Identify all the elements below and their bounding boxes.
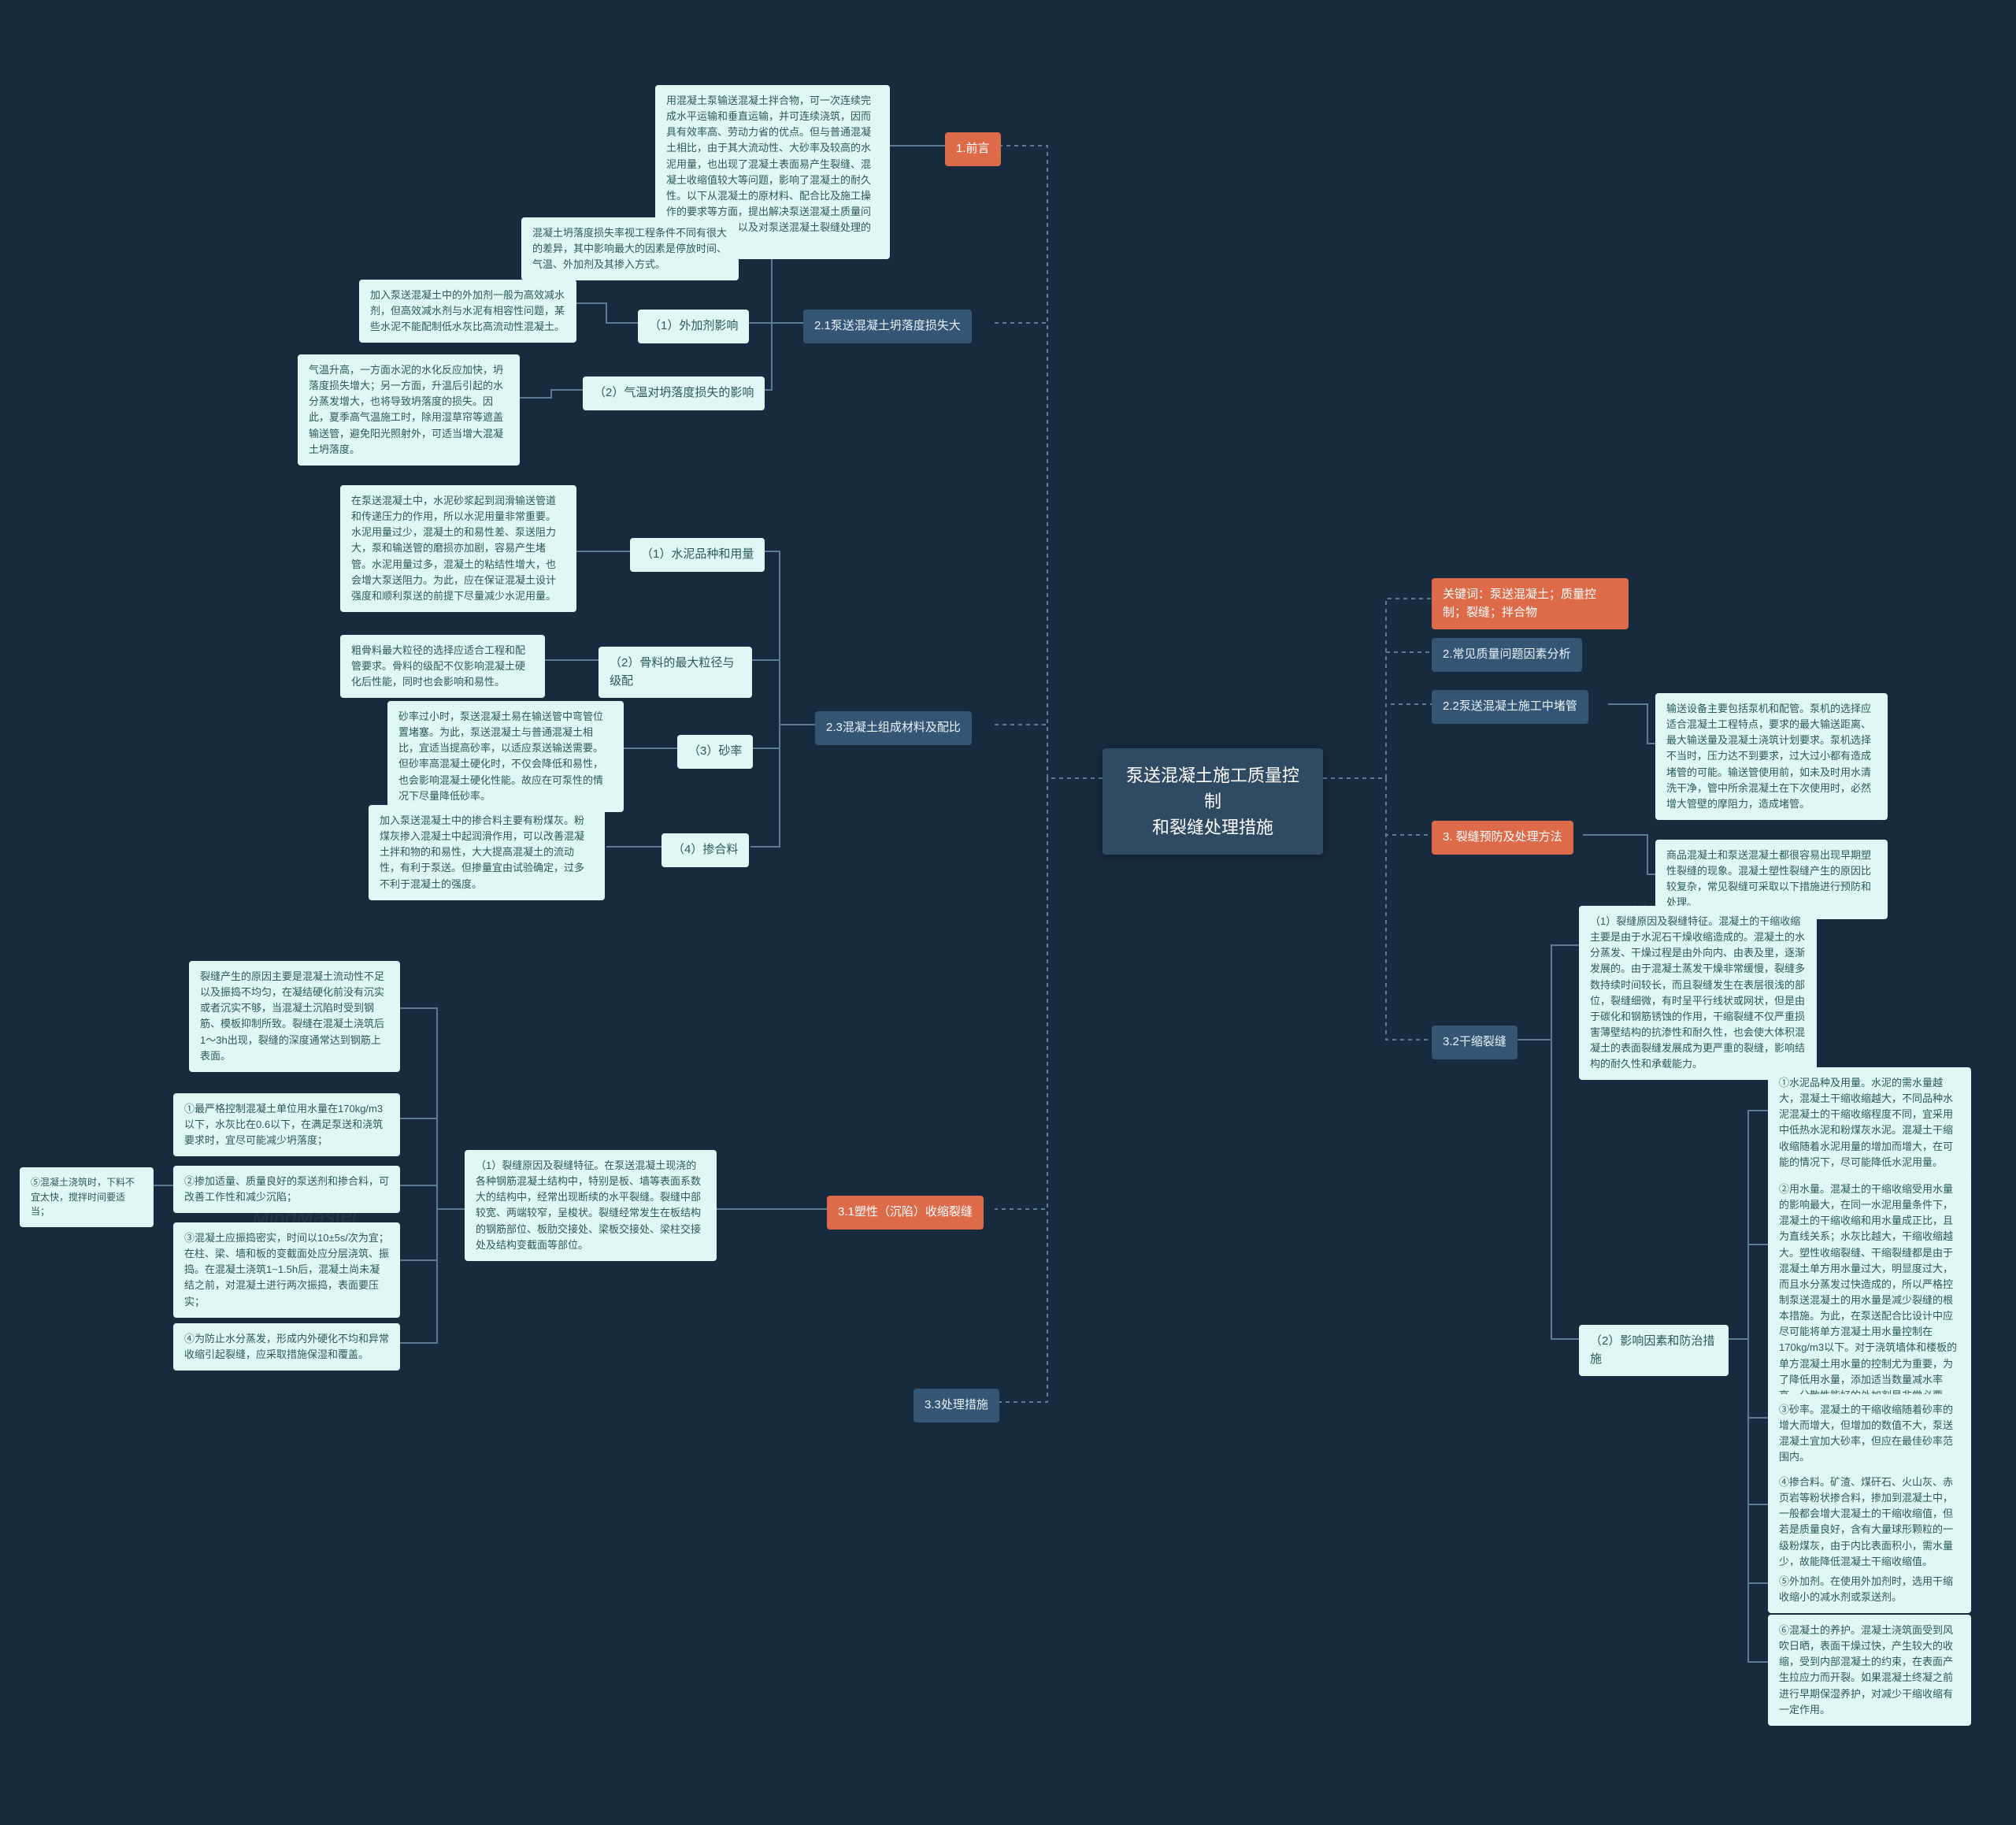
sec32-node: 3.2干缩裂缝: [1432, 1026, 1518, 1059]
sec31-b1: ①最严格控制混凝土单位用水量在170kg/m3以下，水灰比在0.6以下，在满足泵…: [173, 1093, 400, 1156]
sec23-c-leaf: 砂率过小时，泵送混凝土易在输送管中弯管位置堵塞。为此，泵送混凝土与普通混凝土相比…: [387, 701, 624, 812]
sec31-b3: ③混凝土应振捣密实，时间以10±5s/次为宜；在柱、梁、墙和板的变截面处应分层浇…: [173, 1222, 400, 1318]
sec23-c: （3）砂率: [677, 735, 753, 769]
sec32-b1: ①水泥品种及用量。水泥的需水量越大，混凝土干缩收缩越大，不同品种水泥混凝土的干缩…: [1768, 1067, 1971, 1178]
center-title-1: 泵送混凝土施工质量控制: [1125, 762, 1301, 814]
sec32-b: （2）影响因素和防治措施: [1579, 1325, 1729, 1376]
sec23-d: （4）掺合料: [662, 833, 749, 867]
sec21-a-leaf: 加入泵送混凝土中的外加剂一般为高效减水剂，但高效减水剂与水泥有相容性问题，某些水…: [359, 280, 576, 343]
sec32-b6: ⑥混凝土的养护。混凝土浇筑面受到风吹日晒，表面干燥过快，产生较大的收缩，受到内部…: [1768, 1615, 1971, 1726]
sec2-node: 2.常见质量问题因素分析: [1432, 638, 1582, 672]
center-title-2: 和裂缝处理措施: [1125, 814, 1301, 840]
sec3-node: 3. 裂缝预防及处理方法: [1432, 821, 1573, 855]
sec22-node: 2.2泵送混凝土施工中堵管: [1432, 690, 1588, 724]
sec23-node: 2.3混凝土组成材料及配比: [815, 711, 972, 745]
sec21-b: （2）气温对坍落度损失的影响: [583, 376, 765, 410]
sec1-node: 1.前言: [945, 132, 1001, 166]
sec33-node: 3.3处理措施: [914, 1389, 999, 1423]
sec31-b5: ⑤混凝土浇筑时，下料不宜太快，搅拌时间要适当；: [20, 1167, 154, 1227]
sec31-b2: ②掺加适量、质量良好的泵送剂和掺合料，可改善工作性和减少沉陷；: [173, 1166, 400, 1213]
center-node: 泵送混凝土施工质量控制 和裂缝处理措施: [1102, 748, 1323, 855]
sec22-leaf: 输送设备主要包括泵机和配管。泵机的选择应适合混凝土工程特点，要求的最大输送距离、…: [1655, 693, 1888, 820]
sec32-b4: ④掺合料。矿渣、煤矸石、火山灰、赤页岩等粉状掺合料，掺加到混凝土中，一般都会增大…: [1768, 1467, 1971, 1578]
sec23-a: （1）水泥品种和用量: [630, 538, 765, 572]
keywords-node: 关键词：泵送混凝土；质量控制；裂缝；拌合物: [1432, 578, 1629, 629]
sec23-d-leaf: 加入泵送混凝土中的掺合料主要有粉煤灰。粉煤灰掺入混凝土中起润滑作用，可以改善混凝…: [369, 805, 605, 900]
sec21-b-leaf: 气温升高，一方面水泥的水化反应加快，坍落度损失增大；另一方面，升温后引起的水分蒸…: [298, 354, 520, 466]
sec23-a-leaf: 在泵送混凝土中，水泥砂浆起到润滑输送管道和传递压力的作用，所以水泥用量非常重要。…: [340, 485, 576, 612]
sec21-a: （1）外加剂影响: [638, 310, 749, 343]
sec31-a-i: 裂缝产生的原因主要是混凝土流动性不足以及振捣不均匀，在凝结硬化前没有沉实或者沉实…: [189, 961, 400, 1072]
sec31-b4: ④为防止水分蒸发，形成内外硬化不均和异常收缩引起裂缝，应采取措施保湿和覆盖。: [173, 1323, 400, 1371]
sec32-b5: ⑤外加剂。在使用外加剂时，选用干缩收缩小的减水剂或泵送剂。: [1768, 1566, 1971, 1613]
sec32-b3: ③砂率。混凝土的干缩收缩随着砂率的增大而增大，但增加的数值不大，泵送混凝土宜加大…: [1768, 1394, 1971, 1474]
sec32-b2: ②用水量。混凝土的干缩收缩受用水量的影响最大，在同一水泥用量条件下，混凝土的干缩…: [1768, 1174, 1971, 1427]
sec32-a: （1）裂缝原因及裂缝特征。混凝土的干缩收缩主要是由于水泥石干燥收缩造成的。混凝土…: [1579, 906, 1817, 1080]
sec21-intro: 混凝土坍落度损失率视工程条件不同有很大的差异，其中影响最大的因素是停放时间、气温…: [521, 217, 739, 280]
sec31-a: （1）裂缝原因及裂缝特征。在泵送混凝土现浇的各种钢筋混凝土结构中，特别是板、墙等…: [465, 1150, 717, 1261]
sec31-node: 3.1塑性（沉陷）收缩裂缝: [827, 1196, 984, 1230]
sec23-b-leaf: 粗骨料最大粒径的选择应适合工程和配管要求。骨料的级配不仅影响混凝土硬化后性能，同…: [340, 635, 545, 698]
sec21-node: 2.1泵送混凝土坍落度损失大: [803, 310, 972, 343]
sec23-b: （2）骨料的最大粒径与级配: [598, 647, 752, 698]
